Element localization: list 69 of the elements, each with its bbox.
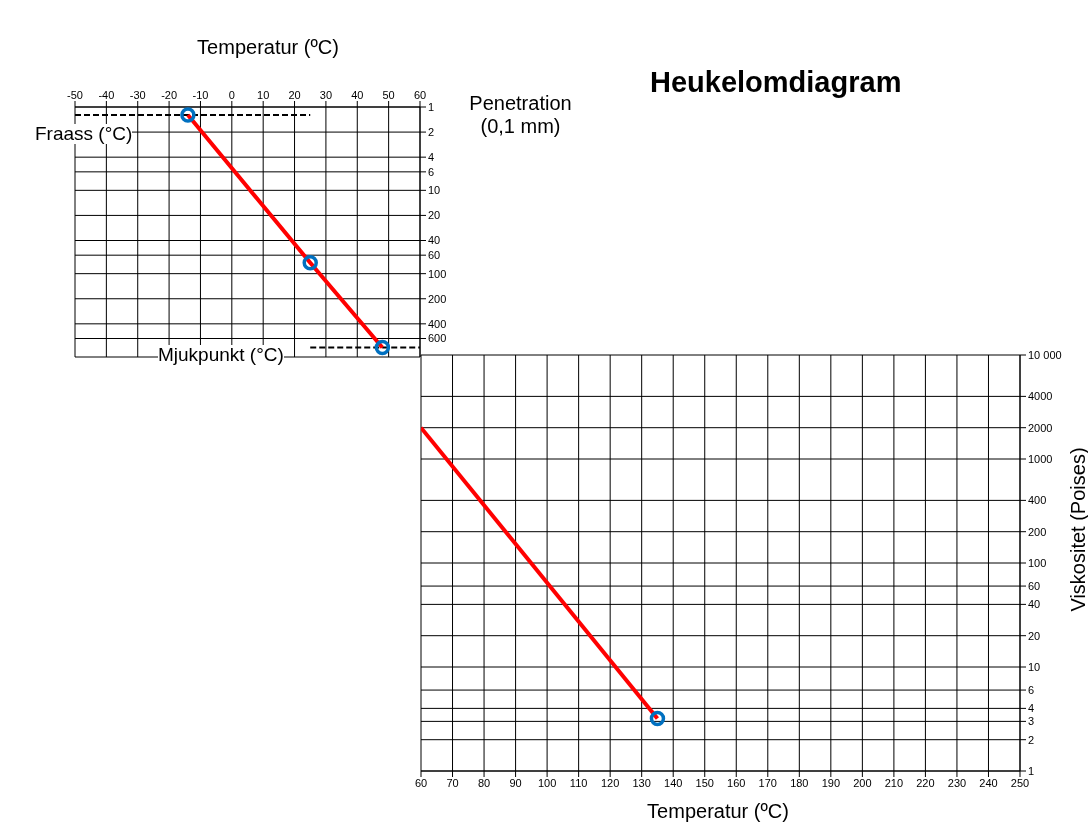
chart-title: Heukelomdiagram bbox=[650, 66, 902, 99]
y-tick-label: 1 bbox=[428, 100, 435, 113]
x-tick-label: 220 bbox=[916, 776, 935, 789]
x-tick-label: 250 bbox=[1010, 776, 1030, 789]
x-tick-label: 180 bbox=[790, 776, 809, 789]
y-tick-label: 200 bbox=[428, 292, 447, 305]
y-tick-label: 2 bbox=[428, 125, 435, 138]
y-tick-label: 1 bbox=[1028, 764, 1035, 777]
x-tick-label: -20 bbox=[161, 89, 178, 101]
ref-line-label: Fraass (°C) bbox=[35, 123, 133, 144]
x-tick-label: -30 bbox=[129, 89, 146, 101]
y-tick-label: 60 bbox=[428, 249, 441, 262]
y-tick-label: 4000 bbox=[1028, 390, 1053, 403]
x-tick-label: 160 bbox=[727, 776, 746, 789]
x-tick-label: 210 bbox=[884, 776, 904, 789]
x-tick-label: -40 bbox=[98, 89, 115, 101]
y-tick-label: 400 bbox=[1028, 494, 1047, 507]
y-tick-label: 40 bbox=[428, 234, 441, 247]
y-tick-label: 20 bbox=[428, 209, 441, 222]
y-tick-label: 10 bbox=[1028, 660, 1041, 673]
x-tick-label: 20 bbox=[288, 89, 301, 101]
x-tick-label: 140 bbox=[664, 776, 683, 789]
x-tick-label: 40 bbox=[351, 89, 364, 101]
x-tick-label: 70 bbox=[446, 776, 459, 789]
y-tick-label: 10 bbox=[428, 184, 441, 197]
point bbox=[180, 107, 196, 123]
y-tick-label: 400 bbox=[428, 317, 447, 330]
x-tick-label: 120 bbox=[600, 776, 620, 789]
x-axis-title: Temperatur (ºC) bbox=[196, 36, 340, 59]
y-axis-title: Penetration (0,1 mm) bbox=[468, 92, 573, 138]
x-tick-label: 240 bbox=[979, 776, 998, 789]
x-tick-label: 130 bbox=[632, 776, 651, 789]
y-tick-label: 600 bbox=[428, 332, 447, 345]
x-tick-label: 80 bbox=[477, 776, 491, 789]
x-tick-label: 150 bbox=[695, 776, 714, 789]
y-tick-label: 10 000 bbox=[1028, 348, 1062, 361]
x-tick-label: -50 bbox=[67, 89, 83, 101]
x-tick-label: 100 bbox=[537, 776, 557, 789]
y-tick-label: 3 bbox=[1028, 715, 1035, 728]
x-tick-label: 230 bbox=[947, 776, 967, 789]
x-tick-label: 60 bbox=[413, 89, 427, 101]
y-tick-label: 2000 bbox=[1028, 421, 1053, 434]
point bbox=[302, 255, 318, 271]
y-tick-label: 4 bbox=[1028, 702, 1035, 715]
y-tick-label: 40 bbox=[1028, 598, 1041, 611]
y-tick-label: 20 bbox=[1028, 629, 1041, 642]
y-tick-label: 2 bbox=[1028, 733, 1035, 746]
y-tick-label: 200 bbox=[1028, 525, 1047, 538]
ref-line-label: Mjukpunkt (°C) bbox=[158, 344, 284, 365]
y-tick-label: 100 bbox=[1028, 556, 1047, 569]
y-tick-label: 6 bbox=[428, 165, 435, 178]
y-tick-label: 6 bbox=[1028, 683, 1035, 696]
x-tick-label: 10 bbox=[257, 89, 270, 101]
y-tick-label: 60 bbox=[1028, 579, 1041, 592]
x-tick-label: 0 bbox=[228, 89, 235, 101]
x-tick-label: 30 bbox=[319, 89, 333, 101]
point bbox=[374, 339, 391, 356]
y-axis-title: Viskositet (Poises) bbox=[1066, 446, 1088, 614]
y-tick-label: 1000 bbox=[1028, 452, 1053, 465]
x-axis-title: Temperatur (ºC) bbox=[646, 800, 790, 823]
x-tick-label: 50 bbox=[382, 89, 395, 101]
y-tick-label: 4 bbox=[428, 151, 435, 164]
x-tick-label: 110 bbox=[569, 776, 588, 789]
x-tick-label: -10 bbox=[192, 89, 209, 101]
x-tick-label: 90 bbox=[509, 776, 522, 789]
x-tick-label: 190 bbox=[821, 776, 841, 789]
x-tick-label: 200 bbox=[853, 776, 872, 789]
x-tick-label: 170 bbox=[758, 776, 777, 789]
y-tick-label: 100 bbox=[428, 267, 447, 280]
